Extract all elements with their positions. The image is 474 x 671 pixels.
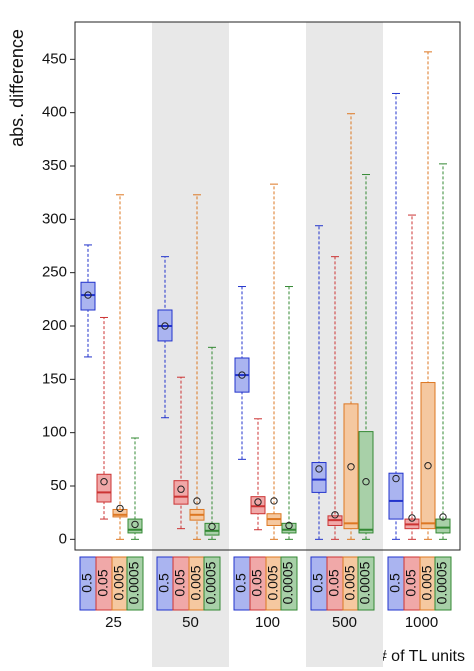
series-label: 0.5 [156, 573, 172, 593]
mean [254, 498, 262, 506]
y-tick-label: 100 [42, 424, 67, 441]
box [343, 403, 359, 530]
y-tick-label: 450 [42, 50, 67, 67]
series-label-box [280, 556, 298, 611]
y-axis-label: abs. difference [7, 29, 27, 147]
mean [285, 521, 293, 530]
box [112, 508, 128, 518]
series-label: 0.0005 [280, 561, 296, 604]
mean [238, 371, 246, 379]
mean [439, 513, 447, 521]
mean [161, 322, 169, 330]
series-label: 0.0005 [434, 561, 450, 604]
box [80, 281, 96, 311]
box [358, 431, 374, 534]
series-label: 0.0005 [357, 561, 373, 604]
series-label: 0.005 [265, 565, 281, 600]
mean [116, 504, 124, 513]
mean [424, 462, 432, 470]
y-tick-label: 350 [42, 157, 67, 174]
series-label: 0.005 [111, 565, 127, 600]
series-label: 0.5 [387, 573, 403, 593]
series-label: 0.05 [172, 569, 188, 596]
mean [177, 485, 185, 493]
mean [315, 465, 323, 473]
y-tick-label: 0 [59, 530, 67, 547]
series-label: 0.5 [233, 573, 249, 593]
series-label: 0.005 [419, 565, 435, 600]
series-label: 0.05 [249, 569, 265, 596]
box [420, 382, 436, 530]
series-label: 0.05 [95, 569, 111, 596]
x-tick-label: 25 [105, 614, 122, 631]
series-label: 0.5 [310, 573, 326, 593]
mean [193, 497, 201, 505]
mean [100, 478, 108, 486]
x-tick-label: 500 [332, 614, 357, 631]
mean [347, 463, 355, 471]
x-tick-label: 50 [182, 614, 199, 631]
x-tick-label: 100 [255, 614, 280, 631]
y-tick-label: 150 [42, 370, 67, 387]
box [204, 522, 220, 536]
mean [392, 474, 400, 483]
mean [408, 514, 416, 522]
box [388, 472, 404, 520]
y-tick-label: 400 [42, 104, 67, 121]
series-label: 0.005 [342, 565, 358, 600]
series-label-box [434, 556, 452, 611]
series-label: 0.0005 [203, 561, 219, 604]
series-label: 0.0005 [126, 561, 142, 604]
series-label: 0.05 [403, 569, 419, 596]
mean [208, 522, 216, 531]
x-axis-label: # of TL units [378, 648, 465, 665]
mean [270, 497, 278, 505]
y-tick-label: 200 [42, 317, 67, 334]
series-label: 0.005 [188, 565, 204, 600]
mean [84, 291, 92, 299]
series-label-box [203, 556, 221, 611]
plot-frame [74, 21, 461, 551]
mean [331, 511, 339, 519]
x-tick-label: 1000 [405, 614, 438, 631]
mean [131, 520, 139, 529]
mean [362, 478, 370, 486]
y-tick-label: 50 [50, 477, 67, 494]
box [435, 518, 451, 534]
series-label: 0.05 [326, 569, 342, 596]
series-label-box [357, 556, 375, 611]
series-label: 0.5 [79, 573, 95, 593]
series-label-box [126, 556, 144, 611]
box [311, 462, 327, 493]
y-tick-label: 300 [42, 210, 67, 227]
box [281, 522, 297, 534]
y-tick-label: 250 [42, 264, 67, 281]
